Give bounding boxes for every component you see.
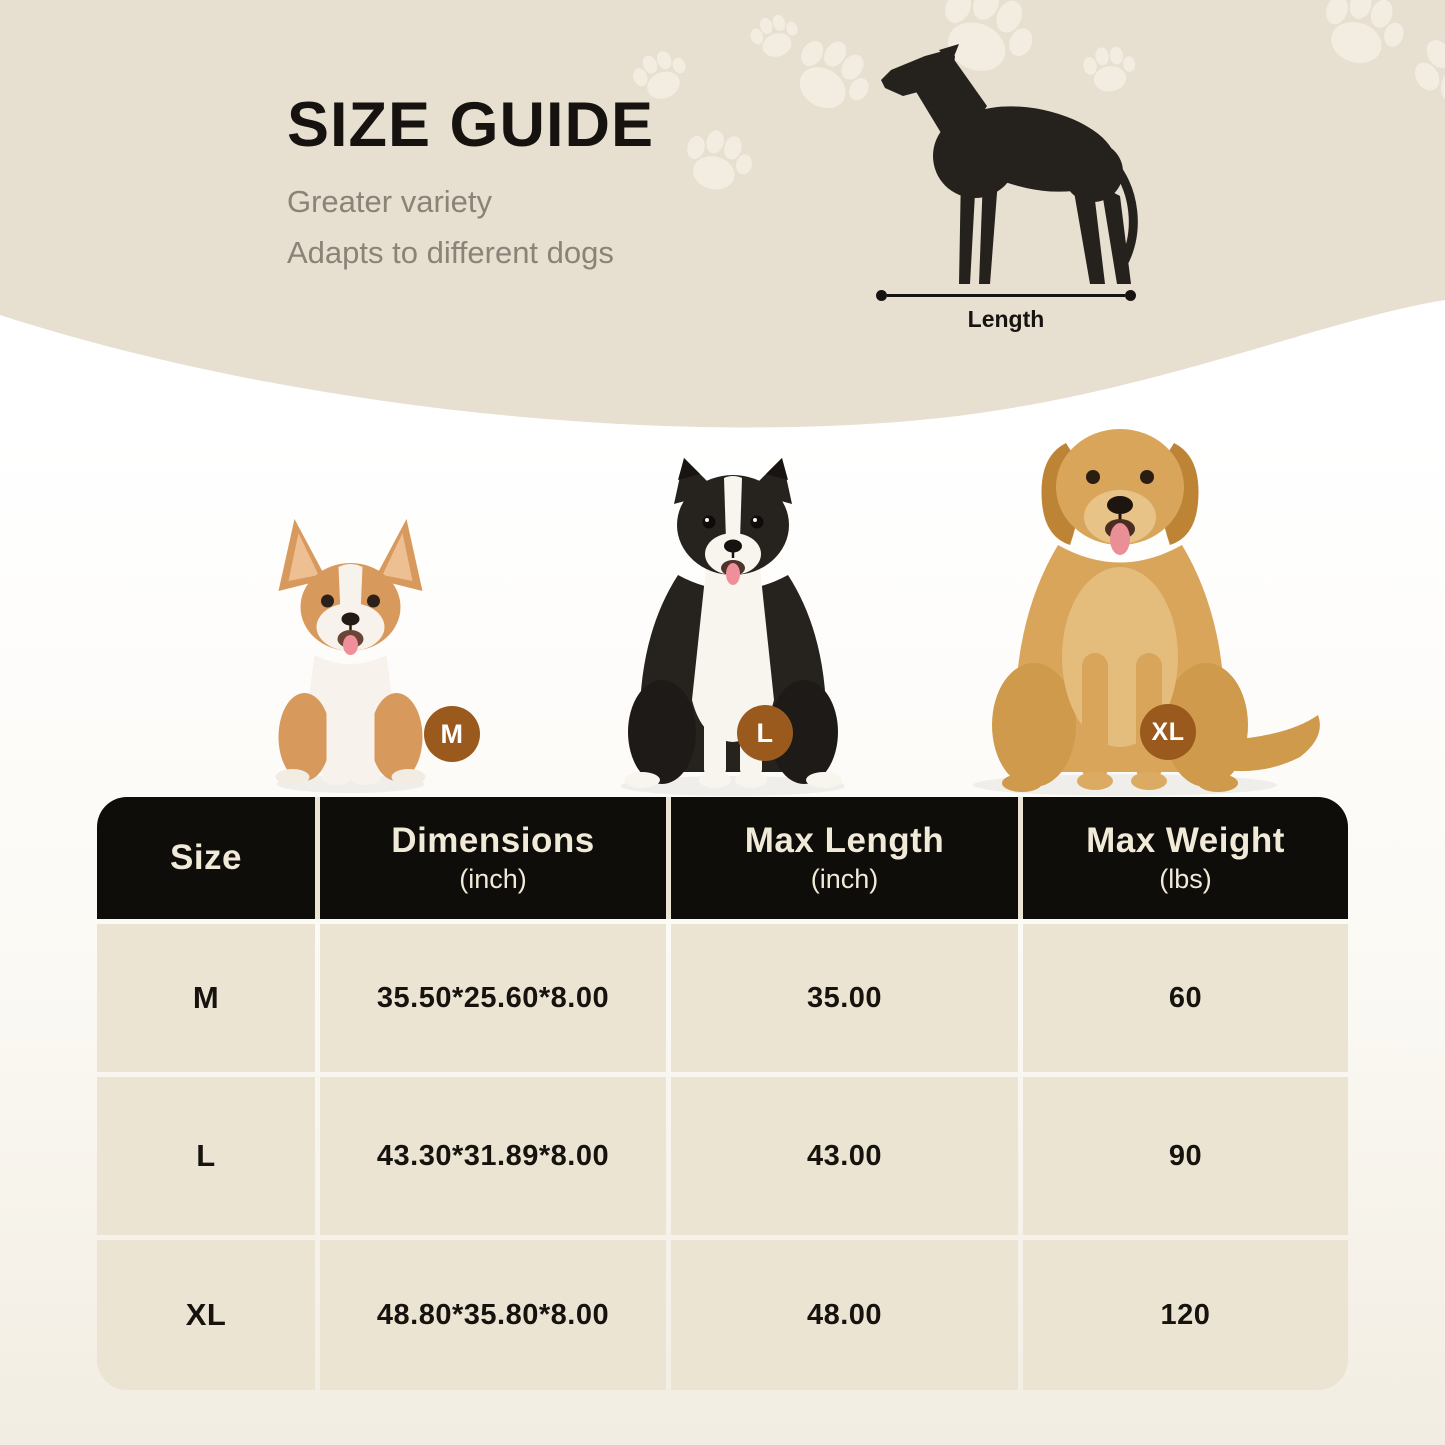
measure-dot-left	[876, 289, 887, 301]
cell-size-m: M	[97, 924, 315, 1072]
title-block: SIZE GUIDE Greater variety Adapts to dif…	[287, 92, 654, 278]
column-title: Size	[169, 838, 243, 877]
column-unit: (inch)	[810, 864, 879, 894]
subtitle-line-2: Adapts to different dogs	[287, 235, 614, 270]
corgi-photo	[275, 519, 426, 793]
column-header-max-weight: Max Weight (lbs)	[1023, 797, 1348, 919]
golden-retriever-photo	[973, 429, 1320, 796]
cell-size-l: L	[97, 1077, 315, 1235]
column-title: Max Length	[744, 821, 945, 860]
cell-max-weight-l: 90	[1023, 1077, 1348, 1235]
cell-max-length-xl: 48.00	[671, 1240, 1018, 1390]
column-title: Max Weight	[1086, 821, 1285, 860]
length-measure-line	[876, 289, 1136, 301]
size-table: Size Dimensions (inch) Max Length (inch)…	[97, 797, 1348, 1390]
subtitle-line-1: Greater variety	[287, 184, 493, 219]
column-header-size: Size	[97, 797, 315, 919]
column-unit: (inch)	[459, 864, 527, 894]
size-badge-m: M	[424, 706, 480, 762]
length-label: Length	[967, 306, 1045, 332]
column-title: Dimensions	[391, 821, 595, 860]
cell-max-weight-m: 60	[1023, 924, 1348, 1072]
header-blob	[0, 0, 1445, 428]
cell-max-weight-xl: 120	[1023, 1240, 1348, 1390]
size-badge-xl: XL	[1140, 704, 1196, 760]
measure-line-bar	[887, 293, 1125, 297]
page-title: SIZE GUIDE	[287, 90, 655, 160]
cell-dimensions-l: 43.30*31.89*8.00	[320, 1077, 666, 1235]
measure-dot-right	[1125, 289, 1136, 301]
cell-dimensions-xl: 48.80*35.80*8.00	[320, 1240, 666, 1390]
border-collie-photo	[621, 458, 845, 796]
size-table-body: M 35.50*25.60*8.00 35.00 60 L 43.30*31.8…	[97, 924, 1348, 1390]
dog-length-silhouette-icon	[881, 44, 1138, 284]
size-badge-l: L	[737, 705, 793, 761]
subtitle: Greater variety Adapts to different dogs	[287, 176, 654, 278]
cell-max-length-m: 35.00	[671, 924, 1018, 1072]
column-unit: (lbs)	[1159, 864, 1212, 894]
cell-size-xl: XL	[97, 1240, 315, 1390]
column-header-dimensions: Dimensions (inch)	[320, 797, 666, 919]
size-table-header: Size Dimensions (inch) Max Length (inch)…	[97, 797, 1348, 919]
cell-max-length-l: 43.00	[671, 1077, 1018, 1235]
column-header-max-length: Max Length (inch)	[671, 797, 1018, 919]
cell-dimensions-m: 35.50*25.60*8.00	[320, 924, 666, 1072]
